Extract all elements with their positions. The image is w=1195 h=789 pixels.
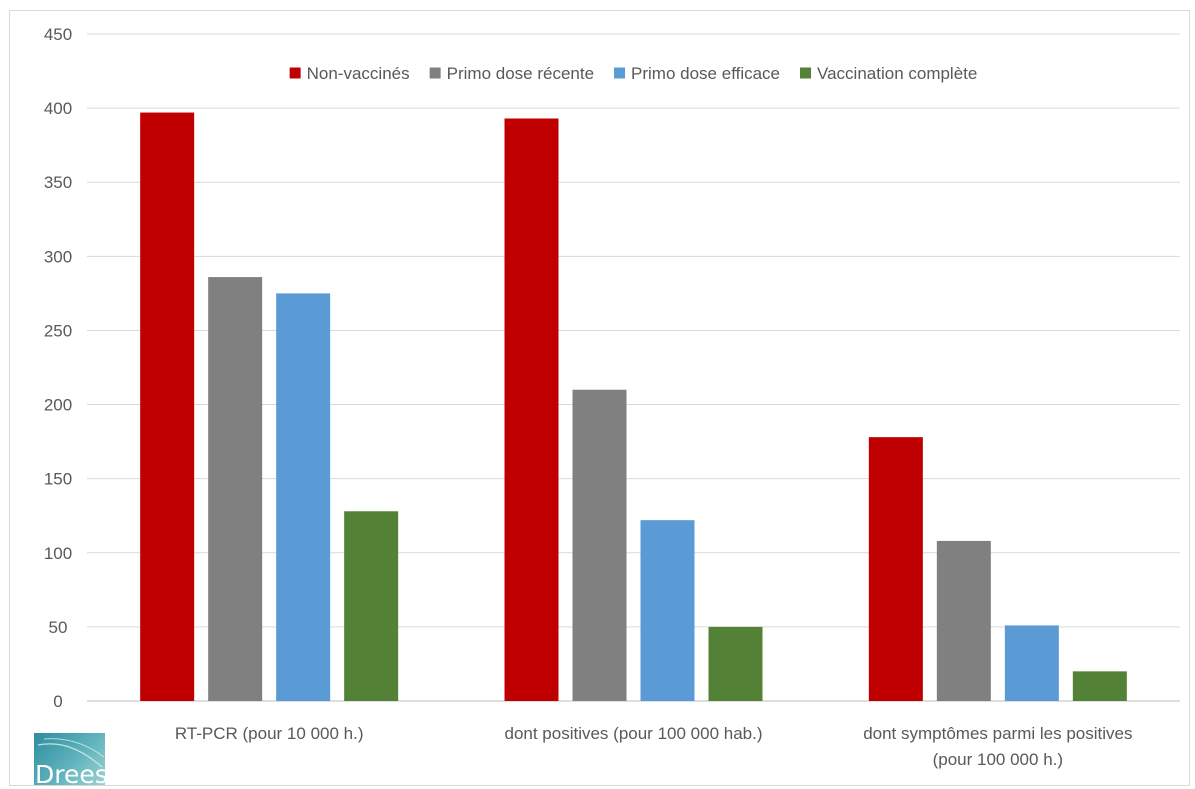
y-tick-label: 300 <box>44 247 72 266</box>
x-tick-label: RT-PCR (pour 10 000 h.) <box>175 724 364 743</box>
legend-swatch <box>429 67 441 79</box>
bar <box>276 293 331 701</box>
legend-label: Primo dose efficace <box>631 64 780 83</box>
y-tick-label: 450 <box>44 25 72 44</box>
drees-logo: Drees <box>34 733 105 785</box>
y-tick-label: 400 <box>44 99 72 118</box>
bar <box>572 389 627 701</box>
legend-label: Non-vaccinés <box>307 64 410 83</box>
x-tick-label: (pour 100 000 h.) <box>933 750 1063 769</box>
y-tick-label: 350 <box>44 173 72 192</box>
logo-text: Drees <box>35 760 105 785</box>
legend-swatch <box>289 67 301 79</box>
bar <box>140 112 195 701</box>
y-tick-label: 0 <box>53 692 62 711</box>
y-axis-ticks: 0 50 100 150 200 250 300 350 400 450 <box>44 25 72 711</box>
bar <box>1004 625 1059 701</box>
bar <box>868 437 923 701</box>
bar <box>504 118 559 701</box>
bar <box>640 520 695 701</box>
bar <box>344 511 399 701</box>
y-tick-label: 50 <box>49 618 68 637</box>
x-tick-label: dont symptômes parmi les positives <box>863 724 1132 743</box>
legend-label: Vaccination complète <box>817 64 977 83</box>
chart-frame <box>9 10 1190 786</box>
x-tick-label: dont positives (pour 100 000 hab.) <box>504 724 762 743</box>
bar <box>708 626 763 701</box>
bar <box>208 277 263 701</box>
legend: Non-vaccinés Primo dose récente Primo dose… <box>289 64 977 83</box>
gridlines <box>87 33 1180 702</box>
bar <box>936 540 991 701</box>
y-tick-label: 200 <box>44 396 72 415</box>
y-tick-label: 150 <box>44 470 72 489</box>
legend-swatch <box>800 67 812 79</box>
logo-swoosh-icon <box>37 738 105 768</box>
bars <box>140 112 1127 701</box>
y-tick-label: 250 <box>44 321 72 340</box>
x-axis-labels: RT-PCR (pour 10 000 h.) dont positives (p… <box>175 724 1133 769</box>
legend-swatch <box>614 67 626 79</box>
bar <box>1072 671 1127 701</box>
legend-label: Primo dose récente <box>447 64 594 83</box>
y-tick-label: 100 <box>44 544 72 563</box>
